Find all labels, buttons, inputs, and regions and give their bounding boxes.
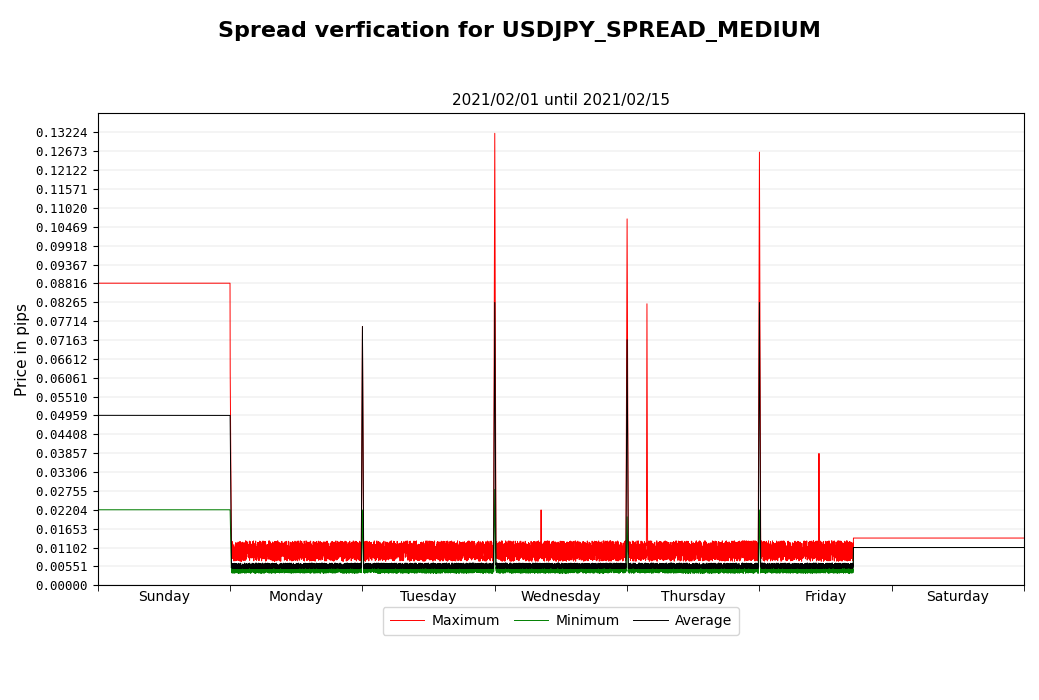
Average	[488, 298, 501, 307]
Maximum	[341, 540, 353, 548]
Maximum	[217, 279, 230, 288]
Minimum	[687, 565, 699, 573]
Average	[687, 561, 699, 569]
Legend: Maximum, Minimum, Average: Maximum, Minimum, Average	[382, 607, 739, 635]
Maximum	[113, 279, 126, 288]
Minimum	[91, 505, 104, 514]
Maximum	[687, 555, 699, 564]
Maximum	[91, 279, 104, 288]
Average	[341, 561, 353, 569]
Average	[788, 564, 800, 572]
Maximum	[788, 545, 800, 553]
Minimum	[788, 568, 800, 576]
Y-axis label: Price in pips: Price in pips	[15, 303, 30, 396]
Average	[1018, 543, 1031, 552]
Minimum	[308, 569, 320, 577]
Line: Maximum: Maximum	[98, 133, 1024, 561]
Average	[225, 564, 238, 573]
Minimum	[341, 562, 353, 570]
Text: Spread verfication for USDJPY_SPREAD_MEDIUM: Spread verfication for USDJPY_SPREAD_MED…	[218, 21, 821, 42]
Average	[113, 411, 126, 419]
Line: Minimum: Minimum	[98, 489, 1024, 573]
Maximum	[355, 489, 368, 497]
Minimum	[217, 505, 230, 514]
Maximum	[488, 129, 501, 137]
Maximum	[1018, 534, 1031, 542]
Minimum	[1018, 543, 1031, 552]
Minimum	[355, 554, 368, 563]
Average	[355, 489, 368, 497]
Minimum	[488, 485, 501, 494]
Title: 2021/02/01 until 2021/02/15: 2021/02/01 until 2021/02/15	[452, 93, 670, 108]
Line: Average: Average	[98, 302, 1024, 568]
Minimum	[113, 505, 126, 514]
Average	[91, 411, 104, 419]
Average	[217, 411, 230, 419]
Maximum	[268, 557, 281, 566]
